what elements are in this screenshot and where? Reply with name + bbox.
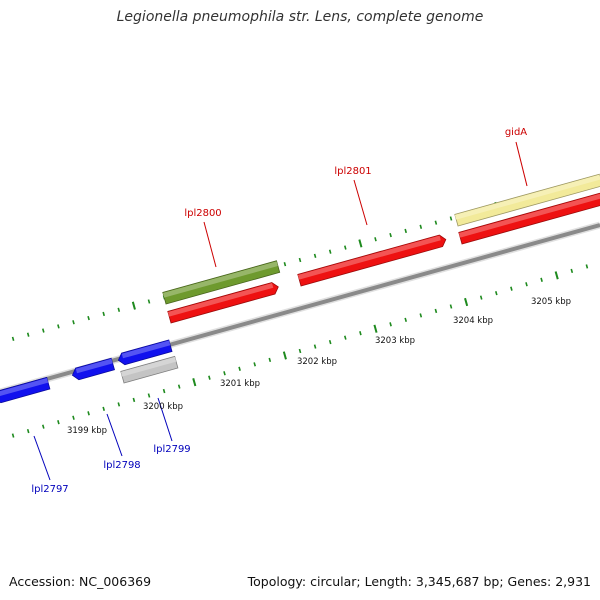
minor-tick <box>26 428 30 434</box>
minor-tick <box>41 328 45 333</box>
major-tick <box>373 324 378 333</box>
tick-label: 3200 kbp <box>143 402 183 412</box>
gene-lpl2801-highlight <box>297 235 441 280</box>
genome-summary-text: Topology: circular; Length: 3,345,687 bp… <box>247 574 591 589</box>
minor-tick <box>540 277 543 282</box>
gene-lpl2799-label[interactable]: lpl2799 <box>153 397 191 455</box>
minor-tick <box>102 406 106 411</box>
minor-tick <box>404 228 408 234</box>
minor-tick <box>374 237 377 242</box>
gene-lpl2798-label[interactable]: lpl2798 <box>103 413 141 471</box>
minor-tick <box>389 232 392 238</box>
minor-tick <box>57 324 60 329</box>
major-tick <box>192 378 197 387</box>
minor-tick <box>147 393 151 398</box>
minor-tick <box>419 224 423 229</box>
minor-tick <box>343 245 347 250</box>
gene-label: lpl2801 <box>334 166 371 177</box>
minor-tick <box>389 322 392 327</box>
minor-tick <box>11 433 15 438</box>
minor-tick <box>494 291 498 296</box>
minor-tick <box>177 384 181 389</box>
scale-labels: 3199 kbp 3200 kbp 3201 kbp 3202 kbp 3203… <box>67 297 571 436</box>
minor-tick <box>313 253 317 258</box>
gene-gidA-label[interactable]: gidA <box>505 127 528 187</box>
tick-label: 3204 kbp <box>453 316 493 326</box>
minor-tick <box>449 216 453 221</box>
gene-lpl2801-label[interactable]: lpl2801 <box>334 166 372 226</box>
minor-tick <box>313 344 317 349</box>
gene-lpl2798-highlight <box>75 358 113 374</box>
minor-tick <box>238 366 241 371</box>
minor-tick <box>41 424 45 429</box>
minor-tick <box>359 331 362 336</box>
feature-yellow-highlight <box>454 174 600 220</box>
major-tick <box>282 351 287 360</box>
minor-tick <box>208 375 211 380</box>
minor-tick <box>434 308 438 314</box>
major-tick <box>358 239 363 248</box>
tick-ring-inner <box>11 264 589 438</box>
feature-grey-highlight <box>120 357 177 377</box>
minor-tick <box>132 397 136 403</box>
minor-tick <box>117 402 121 407</box>
minor-tick <box>26 332 30 337</box>
minor-tick <box>11 336 15 341</box>
minor-tick <box>434 220 438 225</box>
tick-label: 3203 kbp <box>375 336 415 346</box>
minor-tick <box>147 299 151 304</box>
tick-label: 3202 kbp <box>297 357 337 367</box>
minor-tick <box>87 315 90 321</box>
minor-tick <box>162 388 166 394</box>
minor-tick <box>585 264 589 269</box>
tick-label: 3199 kbp <box>67 426 107 436</box>
major-tick <box>131 301 136 310</box>
minor-tick <box>419 313 423 318</box>
gene-lpl2797-label[interactable]: lpl2797 <box>31 435 69 495</box>
minor-tick <box>570 268 574 274</box>
major-tick <box>554 271 559 280</box>
minor-tick <box>268 357 272 363</box>
tick-label: 3201 kbp <box>220 379 260 389</box>
minor-tick <box>525 282 528 287</box>
minor-tick <box>449 304 453 309</box>
feature-olive-highlight <box>162 261 278 298</box>
map-title: Legionella pneumophila str. Lens, comple… <box>116 9 484 25</box>
minor-tick <box>298 348 302 354</box>
minor-tick <box>87 411 90 416</box>
gene-lpl2800-highlight <box>167 283 274 317</box>
gene-lpl2797-highlight <box>0 378 49 397</box>
gene-label: lpl2798 <box>103 460 140 471</box>
minor-tick <box>253 362 257 367</box>
minor-tick <box>283 262 287 267</box>
minor-tick <box>223 371 226 376</box>
minor-tick <box>298 257 302 263</box>
gene-label: lpl2797 <box>31 484 68 495</box>
minor-tick <box>479 295 483 300</box>
accession-text: Accession: NC_006369 <box>9 574 152 589</box>
minor-tick <box>102 311 106 317</box>
minor-tick <box>117 307 121 312</box>
gene-label: lpl2800 <box>184 208 221 219</box>
gene-lpl2800-label[interactable]: lpl2800 <box>184 208 222 268</box>
minor-tick <box>72 320 75 325</box>
minor-tick <box>343 335 347 340</box>
major-tick <box>464 297 469 307</box>
gene-gidA-highlight <box>458 193 600 238</box>
tick-label: 3205 kbp <box>531 297 571 307</box>
gene-lpl2799-highlight <box>121 340 171 359</box>
minor-tick <box>57 420 60 425</box>
minor-tick <box>72 415 75 420</box>
minor-tick <box>510 286 513 291</box>
minor-tick <box>328 339 332 345</box>
gene-label: gidA <box>505 127 527 138</box>
minor-tick <box>404 317 408 322</box>
gene-label: lpl2799 <box>153 444 190 455</box>
minor-tick <box>328 249 332 254</box>
